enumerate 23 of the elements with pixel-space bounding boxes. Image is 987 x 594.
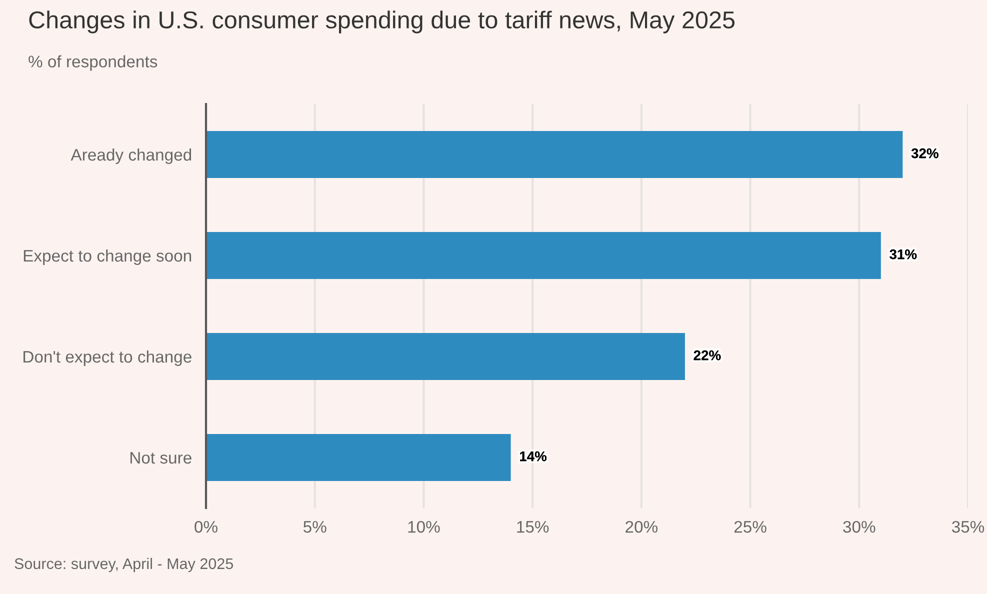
y-tick-label: Not sure <box>130 452 192 464</box>
bar <box>206 434 511 481</box>
x-tick-label: 15% <box>517 521 549 533</box>
x-tick-label: 20% <box>626 520 658 533</box>
data-label: 14% <box>520 451 547 462</box>
x-tick-label: 35% <box>952 520 984 533</box>
bar <box>206 333 685 380</box>
source-note: Source: survey, April - May 2025 <box>14 558 234 572</box>
chart-subtitle: % of respondents <box>28 55 158 71</box>
y-tick-label: Aready changed <box>70 148 192 164</box>
chart-title: Changes in U.S. consumer spending due to tariff news, May 2025 <box>29 10 735 34</box>
x-tick-label: 5% <box>303 521 326 533</box>
x-tick-label: 25% <box>734 520 766 533</box>
data-label: 32% <box>911 148 938 158</box>
data-label: 31% <box>890 249 917 260</box>
x-tick-label: 30% <box>843 520 876 533</box>
data-label: 22% <box>694 350 721 360</box>
y-tick-label: Expect to change soon <box>24 249 192 265</box>
bar <box>206 232 881 279</box>
x-tick-label: 0% <box>194 520 218 533</box>
y-tick-label: Don't expect to change <box>24 350 192 366</box>
bar <box>206 131 903 178</box>
x-tick-label: 10% <box>408 520 440 533</box>
